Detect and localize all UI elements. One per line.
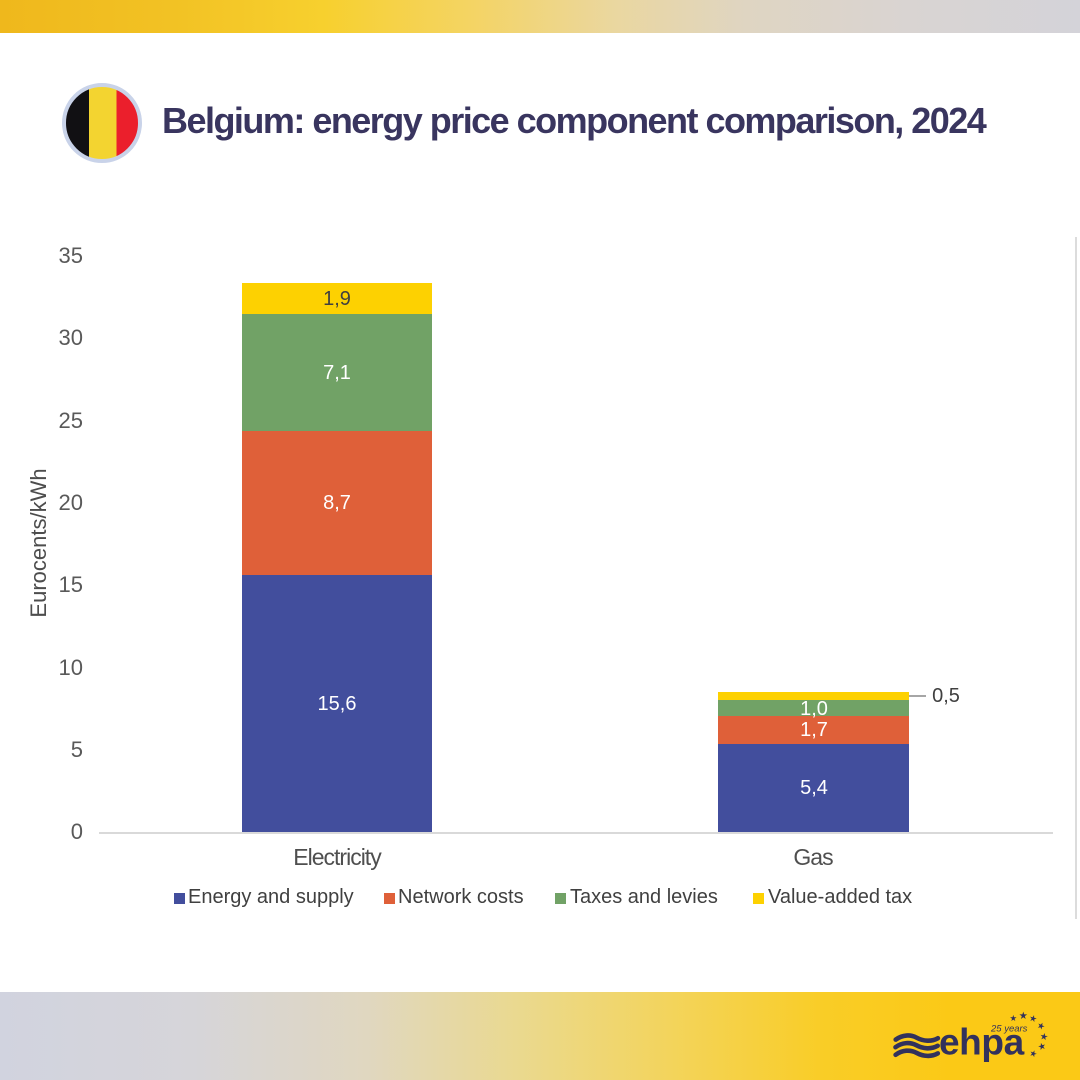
svg-text:ehpa: ehpa [939, 1022, 1025, 1063]
svg-text:25 years: 25 years [990, 1024, 1028, 1035]
